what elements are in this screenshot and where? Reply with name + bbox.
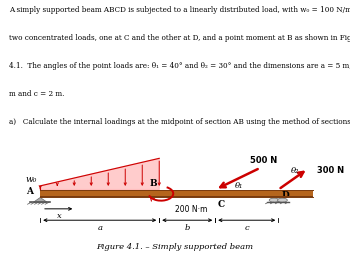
Text: 200 N·m: 200 N·m [175, 204, 207, 214]
Bar [40, 190, 313, 197]
Text: A: A [26, 187, 33, 197]
Text: a)   Calculate the internal loadings at the midpoint of section AB using the met: a) Calculate the internal loadings at th… [9, 118, 350, 126]
Text: B: B [150, 179, 158, 188]
Bar [40, 196, 313, 197]
Text: D: D [282, 190, 289, 200]
Text: Figure 4.1. – Simply supported beam: Figure 4.1. – Simply supported beam [97, 243, 253, 251]
Polygon shape [33, 197, 47, 202]
Text: c: c [244, 224, 249, 232]
Text: θ₁: θ₁ [234, 182, 243, 190]
Text: A simply supported beam ABCD is subjected to a linearly distributed load, with w: A simply supported beam ABCD is subjecte… [9, 6, 350, 14]
Text: b: b [184, 224, 190, 232]
Text: θ₂: θ₂ [291, 167, 300, 174]
Text: a: a [97, 224, 102, 232]
Text: 300 N: 300 N [317, 166, 344, 174]
Polygon shape [40, 158, 159, 190]
Text: C: C [218, 200, 225, 209]
Text: w₀: w₀ [25, 176, 37, 184]
Text: 500 N: 500 N [250, 156, 277, 165]
Text: two concentrated loads, one at C and the other at D, and a point moment at B as : two concentrated loads, one at C and the… [9, 34, 350, 42]
Bar [40, 190, 313, 191]
Text: x: x [57, 212, 62, 220]
Text: 4.1.  The angles of the point loads are: θ₁ = 40° and θ₂ = 30° and the dimension: 4.1. The angles of the point loads are: … [9, 62, 350, 70]
Circle shape [278, 198, 287, 202]
Circle shape [269, 198, 279, 202]
Text: m and c = 2 m.: m and c = 2 m. [9, 90, 64, 98]
